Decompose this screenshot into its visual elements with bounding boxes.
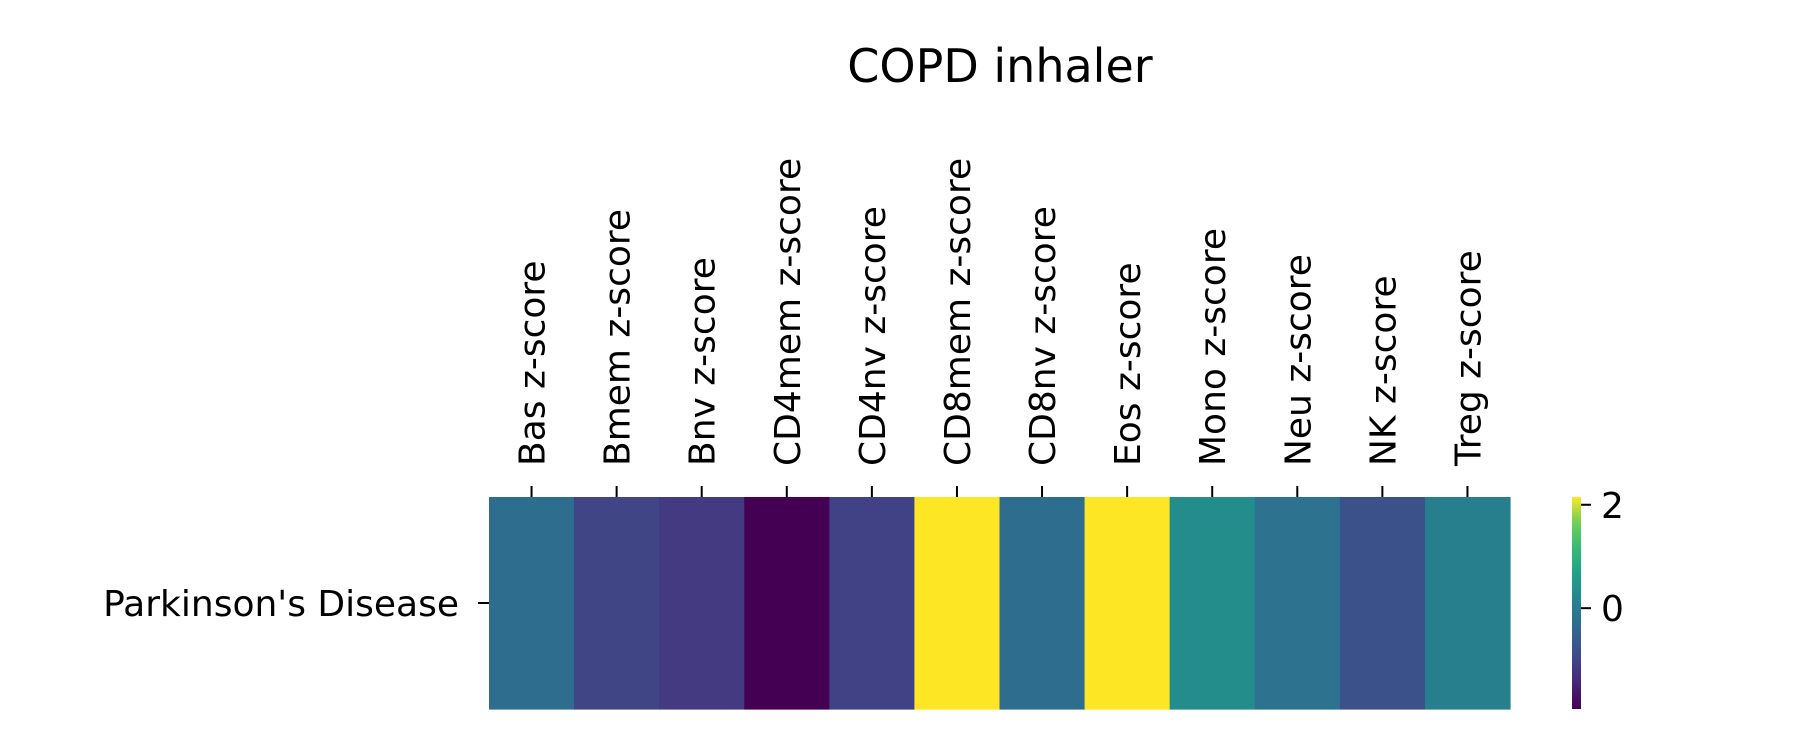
column-label: Neu z-score — [1278, 254, 1319, 466]
chart-title: COPD inhaler — [847, 39, 1152, 93]
column-label: Treg z-score — [1448, 250, 1489, 467]
heatmap-cells — [489, 497, 1511, 710]
column-labels: Bas z-score Bmem z-score Bnv z-score CD4mem… — [513, 158, 1489, 497]
column-label: Bnv z-score — [683, 257, 724, 466]
column-label: Bmem z-score — [598, 209, 639, 466]
colorbar-tick-label: 0 — [1601, 589, 1624, 630]
heatmap-cell — [1339, 497, 1426, 710]
heatmap-cell — [489, 497, 575, 710]
heatmap-cell — [574, 497, 660, 710]
heatmap-cell — [999, 497, 1086, 710]
column-label: Bas z-score — [513, 260, 554, 466]
heatmap-cell — [914, 497, 1001, 710]
column-label: CD4mem z-score — [768, 158, 809, 466]
heatmap-cell — [744, 497, 830, 710]
heatmap-cell — [1254, 497, 1341, 710]
colorbar-gradient — [1572, 497, 1581, 709]
column-label: CD8nv z-score — [1023, 206, 1064, 466]
column-label: Eos z-score — [1108, 262, 1149, 466]
column-label: NK z-score — [1363, 275, 1404, 466]
colorbar: 02 — [1572, 486, 1624, 709]
heatmap-cell — [829, 497, 916, 710]
heatmap-cell — [659, 497, 745, 710]
heatmap-cell — [1424, 497, 1511, 710]
heatmap-cell — [1169, 497, 1256, 710]
column-label: CD8mem z-score — [938, 158, 979, 466]
row-labels: Parkinson's Disease — [103, 584, 489, 625]
heatmap-cell — [1084, 497, 1171, 710]
row-label: Parkinson's Disease — [103, 584, 459, 625]
column-label: Mono z-score — [1193, 228, 1234, 466]
column-label: CD4nv z-score — [853, 206, 894, 466]
colorbar-tick-label: 2 — [1601, 486, 1624, 527]
